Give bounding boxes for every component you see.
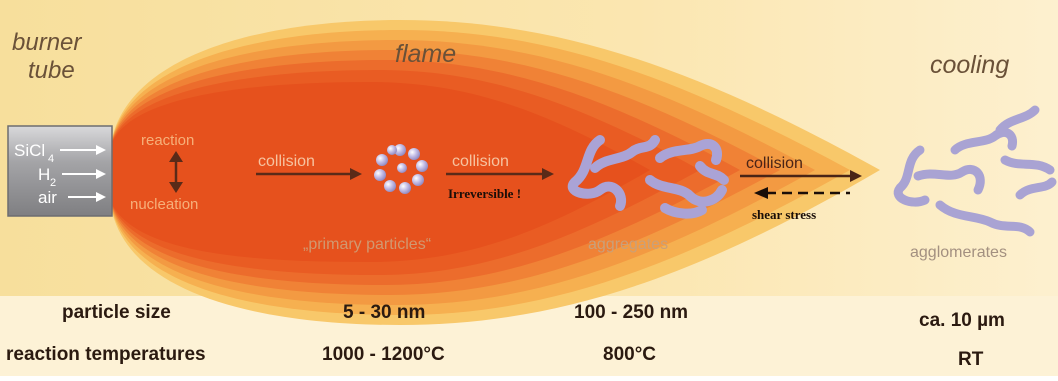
arrow-icon [96, 192, 106, 202]
primary-particles-icon [374, 144, 428, 194]
dashed-arrow-left-icon [754, 187, 850, 199]
particle-size-agglomerates: ca. 10 µm [919, 310, 1005, 331]
burner-heading: burner [12, 29, 82, 56]
input-h2-label: H [38, 165, 50, 184]
aggregates-icon [567, 135, 729, 219]
nucleation-label: nucleation [130, 196, 198, 213]
particle-size-aggregates: 100 - 250 nm [574, 302, 688, 323]
reaction-label: reaction [141, 132, 194, 149]
collision-label-3: collision [746, 155, 803, 172]
arrow-icon [96, 169, 106, 179]
input-h2: H 2 [38, 165, 106, 189]
flame-heading: flame [395, 40, 456, 68]
double-arrow-icon [169, 151, 183, 193]
temperature-agglomerates: RT [958, 349, 984, 370]
input-sicl4-label: SiCl [14, 141, 45, 160]
input-sicl4: SiCl 4 [14, 141, 106, 165]
temperature-label: reaction temperatures [6, 344, 206, 365]
particle-size-primary: 5 - 30 nm [343, 302, 425, 323]
arrow-icon [96, 145, 106, 155]
particle-size-label: particle size [62, 302, 171, 323]
temperature-row: reaction temperatures 1000 - 1200°C 800°… [6, 344, 984, 370]
input-air: air [38, 188, 106, 207]
flame [110, 20, 880, 325]
input-sicl4-subscript: 4 [48, 153, 54, 165]
cooling-heading: cooling [930, 51, 1009, 79]
collision-label-2: collision [452, 153, 509, 170]
agglomerates-label: agglomerates [910, 244, 1007, 261]
arrow-icon [850, 170, 862, 182]
aggregates-label: aggregates [588, 236, 668, 253]
arrow-icon [350, 168, 362, 180]
temperature-primary: 1000 - 1200°C [322, 344, 445, 365]
arrow-icon [542, 168, 554, 180]
primary-particles-label: „primary particles“ [303, 236, 431, 253]
input-h2-subscript: 2 [50, 177, 56, 189]
particle-size-row: particle size 5 - 30 nm 100 - 250 nm ca.… [62, 302, 1005, 331]
shear-stress-label: shear stress [752, 207, 816, 222]
tube-heading: tube [28, 57, 75, 84]
agglomerates-icon [893, 105, 1057, 237]
temperature-aggregates: 800°C [603, 344, 656, 365]
input-air-label: air [38, 188, 57, 207]
burner-tube [7, 125, 113, 217]
collision-label-1: collision [258, 153, 315, 170]
irreversible-note: Irreversible ! [448, 186, 521, 201]
